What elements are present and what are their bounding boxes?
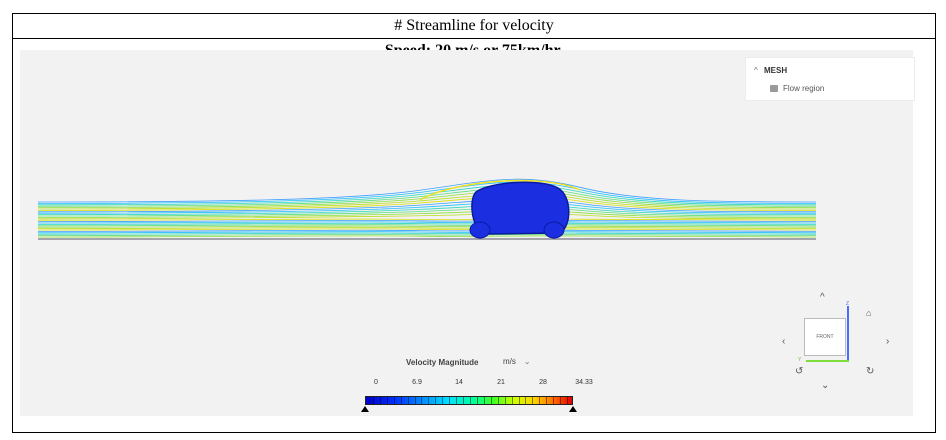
colorbar-segment xyxy=(442,397,444,404)
colorbar-segment xyxy=(414,397,416,404)
colorbar-segment xyxy=(435,397,437,404)
color-bar xyxy=(365,396,573,405)
rear-wheel xyxy=(543,221,565,239)
front-wheel xyxy=(469,221,491,239)
colorbar-segment xyxy=(553,397,555,404)
colorbar-segment xyxy=(525,397,527,404)
streamline xyxy=(37,231,817,234)
streamline xyxy=(37,221,817,224)
streamline xyxy=(37,228,817,231)
unit-value: m/s xyxy=(503,357,516,366)
min-marker-icon[interactable] xyxy=(361,406,369,412)
chevron-up-icon[interactable]: ^ xyxy=(754,66,758,75)
colorbar-segment xyxy=(400,397,402,404)
rotate-left-icon[interactable]: ‹ xyxy=(782,336,786,347)
streamline xyxy=(37,224,817,227)
home-icon[interactable]: ⌂ xyxy=(866,308,872,318)
colorbar-segment xyxy=(532,397,534,404)
table-title: # Streamline for velocity xyxy=(13,14,935,39)
mesh-panel[interactable]: ^ MESH Flow region xyxy=(745,57,915,101)
streamline-plot xyxy=(37,178,817,240)
z-axis xyxy=(847,306,849,362)
colorbar-segment xyxy=(470,397,471,404)
colorbar-segment xyxy=(476,397,478,404)
colorbar-segment xyxy=(483,397,485,404)
streamline xyxy=(37,178,817,203)
rotate-up-icon[interactable]: ^ xyxy=(820,292,825,303)
tick-label: 0 xyxy=(374,379,378,386)
colorbar-segment xyxy=(379,397,381,404)
rotate-ccw-icon[interactable]: ↺ xyxy=(795,366,804,377)
colorbar-segment xyxy=(463,397,465,404)
colorbar-segment xyxy=(428,397,430,404)
streamline xyxy=(37,226,817,229)
colorbar-segment xyxy=(511,397,513,404)
rotate-down-icon[interactable]: ⌄ xyxy=(821,380,830,391)
colorbar-segment xyxy=(497,397,499,404)
colorbar-segment xyxy=(490,397,492,404)
streamline xyxy=(419,179,581,201)
colorbar-segment xyxy=(560,397,562,404)
streamline xyxy=(37,222,817,225)
streamline xyxy=(37,229,817,232)
colorbar-segment xyxy=(372,397,374,404)
colorbar-segment xyxy=(449,397,451,404)
streamline xyxy=(37,233,817,236)
simulation-viewport[interactable]: ^ MESH Flow region Velocity Magnitude m/s… xyxy=(20,50,915,416)
streamline xyxy=(37,218,817,221)
y-axis xyxy=(806,360,849,362)
colorbar-segment xyxy=(386,397,388,404)
rotate-right-icon[interactable]: › xyxy=(886,336,890,347)
streamline xyxy=(37,225,817,228)
colorbar-segment xyxy=(518,397,520,404)
tick-label: 6.9 xyxy=(412,379,422,386)
tick-label: 21 xyxy=(497,379,505,386)
colorbar-segment xyxy=(456,397,458,404)
tick-label: 14 xyxy=(455,379,463,386)
rotate-cw-icon[interactable]: ↻ xyxy=(866,366,875,377)
streamline xyxy=(37,232,817,235)
cube-icon xyxy=(770,85,778,92)
chevron-down-icon: ⌄ xyxy=(523,357,531,366)
view-cube-front[interactable]: FRONT xyxy=(804,318,846,356)
mesh-heading: MESH xyxy=(764,66,788,75)
colorbar-segment xyxy=(546,397,548,404)
mesh-section-header[interactable]: ^ MESH xyxy=(754,66,787,75)
colorbar-segment xyxy=(504,397,506,404)
car-body xyxy=(469,181,570,239)
colorbar-segment xyxy=(421,397,423,404)
max-marker-icon[interactable] xyxy=(569,406,577,412)
mesh-item-flow-region[interactable]: Flow region xyxy=(770,84,824,93)
unit-select[interactable]: m/s ⌄ xyxy=(503,357,531,366)
mesh-item-label: Flow region xyxy=(783,84,825,93)
streamline xyxy=(37,235,817,238)
streamline xyxy=(37,184,817,206)
tick-label: 34.33 xyxy=(575,379,593,386)
streamlines xyxy=(37,178,817,238)
streamline xyxy=(37,219,817,222)
streamline xyxy=(37,181,817,204)
colorbar-segment xyxy=(393,397,395,404)
legend-label: Velocity Magnitude xyxy=(406,358,479,367)
y-axis-label: Y xyxy=(798,357,802,363)
tick-label: 28 xyxy=(539,379,547,386)
legend-ticks: 0 6.9 14 21 28 34.33 xyxy=(20,379,913,391)
colorbar-segment xyxy=(539,397,541,404)
z-axis-label: Z xyxy=(846,301,850,307)
colorbar-segment xyxy=(567,397,569,404)
colorbar-segment xyxy=(407,397,409,404)
